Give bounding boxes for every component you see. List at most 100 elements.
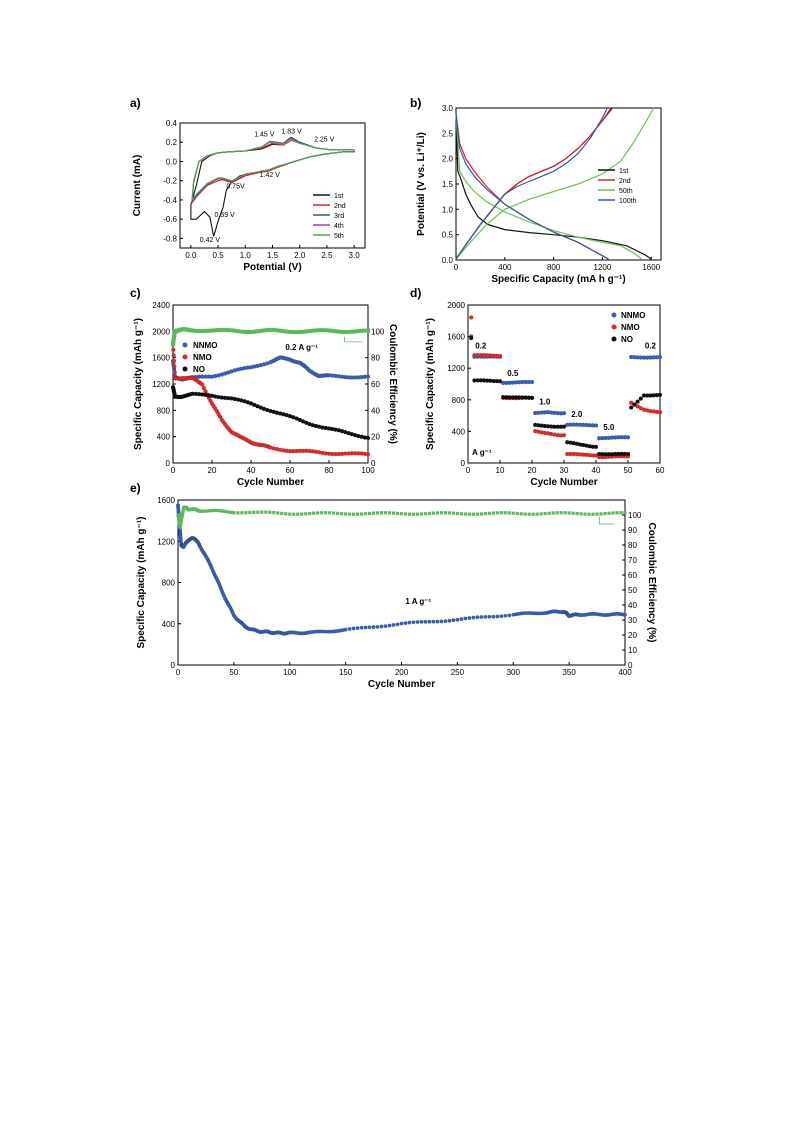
ce-point <box>203 509 207 513</box>
capacity-point <box>423 619 428 624</box>
x-tick-label: 200 <box>395 668 409 677</box>
y2-tick-label: 100 <box>371 327 385 336</box>
x-tick-label: 800 <box>547 263 561 272</box>
ce-point <box>190 328 195 333</box>
peak-annotation: 1.42 V <box>260 172 281 179</box>
ce-point <box>336 329 341 334</box>
discharge-curve-50th <box>455 113 642 260</box>
ce-point <box>225 510 229 514</box>
y-tick-label: 0.0 <box>442 256 454 265</box>
charge-curve-50th <box>455 107 655 260</box>
y-tick-label: 1.0 <box>442 205 454 214</box>
y-tick-label: 2000 <box>447 301 465 310</box>
legend-marker-NO <box>182 366 188 372</box>
y-axis-title: Current (mA) <box>132 155 143 217</box>
capacity-point-NNMO <box>365 374 371 379</box>
ce-point <box>447 511 451 515</box>
ce-point <box>220 509 224 513</box>
peak-annotation: 0.75V <box>226 183 245 190</box>
ce-point <box>487 511 491 515</box>
ce-point <box>320 328 325 333</box>
ce-point <box>491 511 495 515</box>
y2-tick-label: 40 <box>628 601 637 610</box>
y2-tick-label: 0 <box>371 459 376 468</box>
rate-point-NO <box>529 395 535 400</box>
capacity-point <box>463 616 468 621</box>
ce-point <box>439 511 444 515</box>
x-axis-title: Specific Capacity (mA h g⁻¹) <box>491 274 625 285</box>
rate-point-NO <box>635 399 640 404</box>
ce-point <box>222 509 226 513</box>
ce-point <box>178 523 183 528</box>
ce-point <box>411 512 416 516</box>
y2-tick-label: 60 <box>628 571 637 580</box>
legend-label-2nd: 2nd <box>619 178 631 185</box>
ce-point <box>547 511 551 515</box>
rate-point-NO <box>638 396 643 401</box>
x-tick-label: 2.0 <box>294 251 306 260</box>
rate-point-NMO <box>497 353 503 359</box>
rate-point-NO <box>632 402 637 407</box>
x-tick-label: 0 <box>176 668 181 677</box>
ce-point <box>467 512 471 516</box>
panel-label-b: b) <box>410 96 421 110</box>
capacity-point <box>383 624 388 629</box>
x-axis-title: Cycle Number <box>530 477 597 488</box>
rate-point-NMO <box>657 410 663 415</box>
rate-point-NNMO <box>657 354 663 360</box>
ce-point <box>567 511 571 515</box>
ce-point <box>291 330 296 335</box>
y2-tick-label: 90 <box>628 526 637 535</box>
x-tick-label: 300 <box>507 668 521 677</box>
capacity-point-NMO <box>200 382 205 387</box>
ce-point <box>355 512 360 516</box>
capacity-point <box>471 615 476 620</box>
x-tick-label: 350 <box>562 668 576 677</box>
charge-curve-1st <box>455 107 613 260</box>
ce-point <box>206 328 211 333</box>
x-tick-label: 0.5 <box>213 251 225 260</box>
ce-point <box>197 329 201 334</box>
ce-point <box>262 328 266 333</box>
ce-point <box>208 509 212 513</box>
ce-point <box>343 329 348 334</box>
capacity-point-NMO <box>172 364 177 369</box>
y-tick-label: 1600 <box>152 354 170 363</box>
ce-point <box>348 512 352 516</box>
capacity-point <box>503 613 508 618</box>
ce-point <box>244 511 248 515</box>
ce-point <box>236 511 240 515</box>
peak-annotation: 2.25 V <box>314 136 335 143</box>
capacity-point <box>343 627 348 632</box>
y-tick-label: -0.8 <box>163 234 177 243</box>
capacity-point <box>351 626 356 631</box>
ce-point <box>223 327 227 332</box>
discharge-curve-100th <box>455 113 609 260</box>
y2-tick-label: 10 <box>628 646 637 655</box>
cv-line-1st <box>190 136 355 237</box>
ce-point <box>284 329 289 334</box>
ce-point <box>317 328 322 333</box>
ce-point <box>344 512 348 516</box>
y-tick-label: 800 <box>157 406 171 415</box>
ce-point <box>419 512 424 516</box>
rate-step-label: 0.5 <box>507 369 519 378</box>
ce-point <box>308 511 312 516</box>
y2-tick-label: 0 <box>628 661 633 670</box>
ce-point <box>284 512 288 516</box>
capacity-point <box>491 614 496 619</box>
legend-label-5th: 5th <box>334 233 344 240</box>
ce-point <box>213 328 218 333</box>
ce-point <box>623 511 627 515</box>
capacity-point <box>623 612 627 617</box>
ce-point <box>359 512 364 516</box>
capacity-point <box>415 620 420 624</box>
rate-point-NO <box>497 379 503 384</box>
y-axis-title: Specific Capacity (mAh g⁻¹) <box>133 318 144 450</box>
ce-point <box>280 511 284 516</box>
capacity-point <box>499 614 504 619</box>
ce-point <box>210 508 214 513</box>
x-tick-label: 60 <box>286 466 295 475</box>
legend-label-1st: 1st <box>619 168 628 175</box>
capacity-point-NMO <box>365 452 371 457</box>
